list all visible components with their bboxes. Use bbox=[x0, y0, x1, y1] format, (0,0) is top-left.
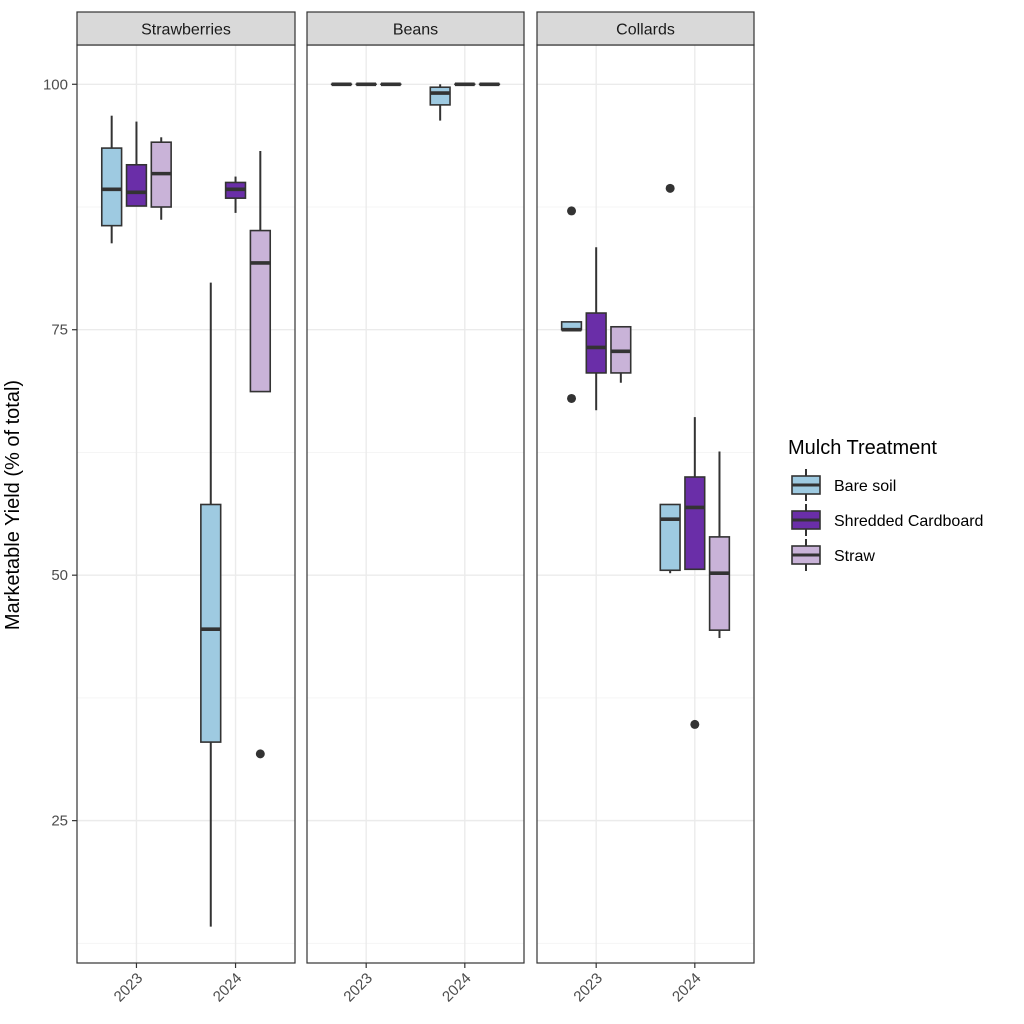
legend-entry-shredded-cardboard: Shredded Cardboard bbox=[791, 504, 983, 536]
y-tick-label: 25 bbox=[51, 813, 68, 830]
panel-background bbox=[307, 45, 524, 963]
outlier-point bbox=[690, 719, 700, 729]
outlier-point bbox=[255, 749, 265, 759]
box-strawberries-2023-shredded-cardboard bbox=[125, 121, 148, 207]
box-collards-2023-straw bbox=[610, 325, 632, 383]
box-collards-2024-straw bbox=[708, 451, 731, 639]
outlier-point bbox=[567, 393, 577, 403]
strip-label: Beans bbox=[393, 22, 438, 39]
strip-background bbox=[306, 11, 525, 46]
y-axis-title: Marketable Yield (% of total) bbox=[2, 380, 24, 630]
x-tick-label: 2023 bbox=[570, 970, 606, 1006]
y-tick-label: 75 bbox=[51, 322, 68, 339]
strip-label: Collards bbox=[616, 22, 675, 39]
box-iqr bbox=[100, 147, 123, 227]
x-tick-label: 2024 bbox=[439, 970, 475, 1006]
box-strawberries-2024-bare-soil bbox=[200, 282, 222, 927]
box-iqr bbox=[200, 503, 222, 743]
outlier-point bbox=[665, 183, 675, 193]
box-iqr bbox=[684, 476, 706, 571]
box-collards-2023-bare-soil bbox=[560, 206, 583, 403]
x-tick-label: 2024 bbox=[669, 970, 705, 1006]
legend-label: Shredded Cardboard bbox=[834, 513, 983, 530]
panel-strawberries: Strawberries 2023 2024 bbox=[76, 11, 296, 1006]
legend-entry-bare-soil: Bare soil bbox=[791, 469, 896, 501]
box-beans-2024-bare-soil bbox=[429, 84, 451, 121]
box-strawberries-2024-shredded-cardboard bbox=[224, 176, 247, 213]
strip-background bbox=[76, 11, 296, 46]
box-iqr bbox=[429, 86, 451, 106]
legend-entry-straw: Straw bbox=[791, 539, 875, 571]
x-tick-label: 2023 bbox=[340, 970, 376, 1006]
legend-label: Straw bbox=[834, 548, 875, 565]
outlier-point bbox=[567, 206, 577, 216]
panel-beans: Beans 2023 2024 bbox=[306, 11, 525, 1006]
strip-background bbox=[536, 11, 755, 46]
box-strawberries-2023-bare-soil bbox=[100, 115, 123, 244]
box-collards-2023-shredded-cardboard bbox=[585, 247, 607, 411]
legend: Mulch Treatment Bare soil Shredded Cardbo… bbox=[788, 437, 983, 571]
box-iqr bbox=[585, 312, 607, 374]
y-tick-label: 100 bbox=[43, 76, 68, 93]
panel-collards: Collards 2023 2024 bbox=[536, 11, 755, 1006]
box-strawberries-2024-straw bbox=[249, 151, 272, 759]
box-strawberries-2023-straw bbox=[150, 137, 172, 220]
legend-label: Bare soil bbox=[834, 478, 896, 495]
strip-label: Strawberries bbox=[141, 22, 231, 39]
box-iqr bbox=[249, 229, 272, 393]
box-iqr bbox=[125, 163, 148, 207]
box-iqr bbox=[659, 503, 681, 572]
x-tick-label: 2023 bbox=[111, 970, 147, 1006]
box-collards-2024-bare-soil bbox=[659, 183, 681, 574]
y-tick-label: 50 bbox=[51, 567, 68, 584]
y-axis: 25 50 75 100 bbox=[43, 76, 77, 830]
panel-background bbox=[537, 45, 754, 963]
legend-title: Mulch Treatment bbox=[788, 437, 937, 459]
x-tick-label: 2024 bbox=[210, 970, 246, 1006]
box-iqr bbox=[708, 536, 731, 631]
box-collards-2024-shredded-cardboard bbox=[684, 417, 706, 729]
